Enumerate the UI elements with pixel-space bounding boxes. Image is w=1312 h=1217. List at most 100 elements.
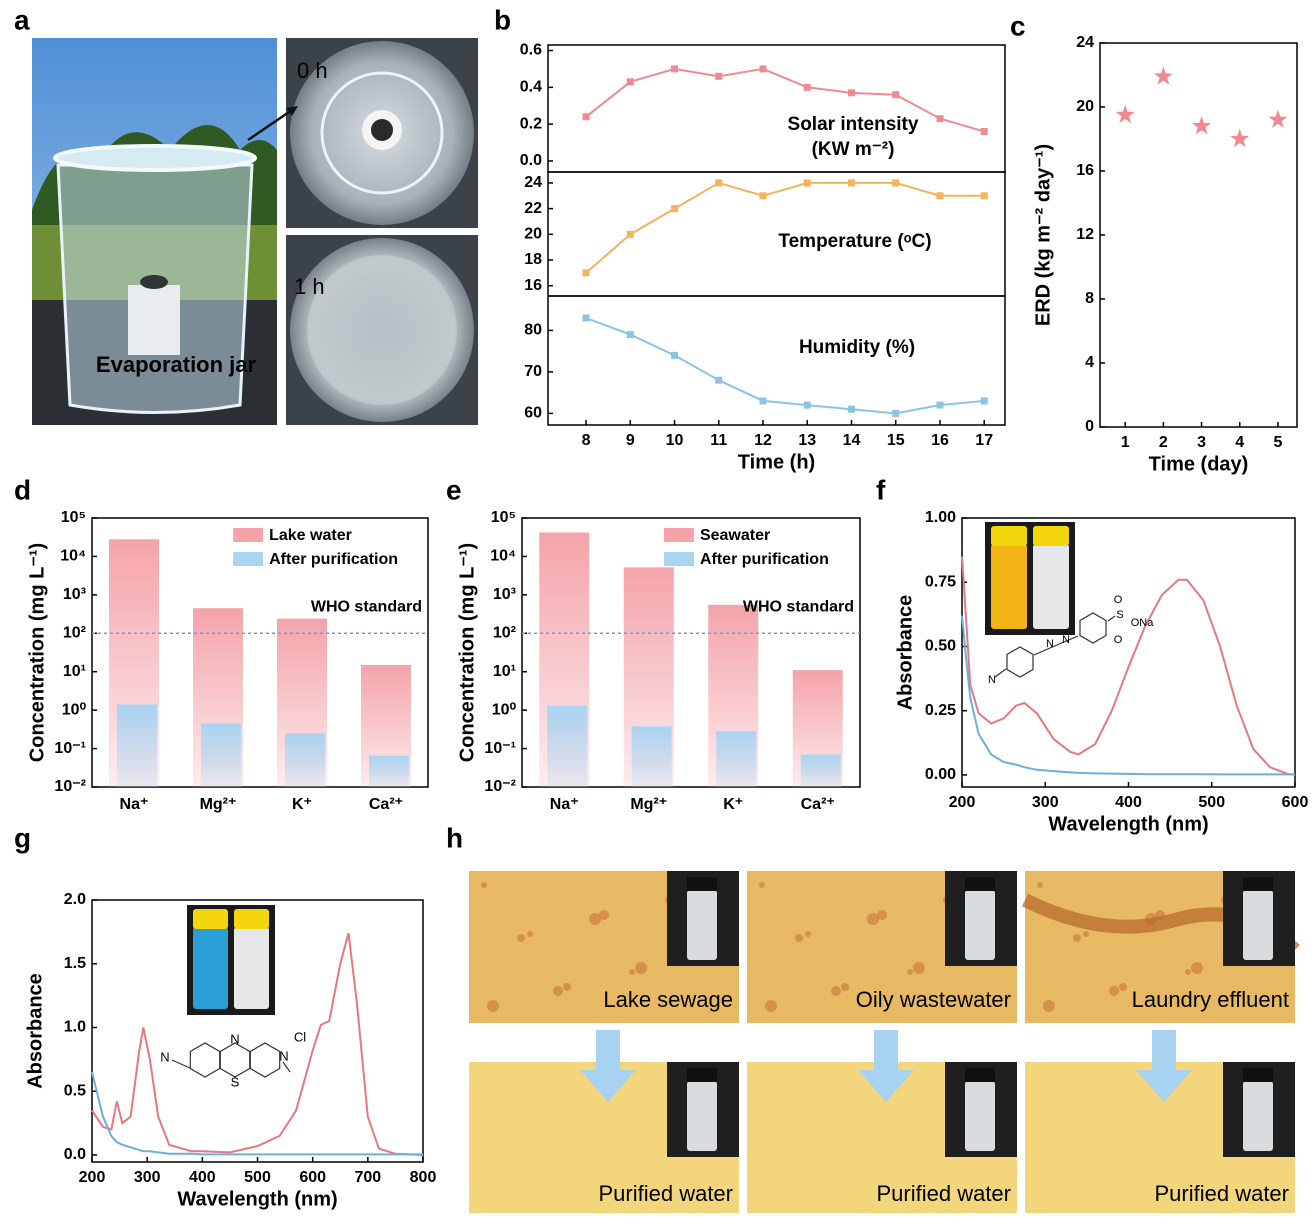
chart: 0.0 0.5 1.0 1.5 2.0 200 300 400 500 600 700 800 Wave… — [24, 891, 436, 1210]
inset-label: ONa — [1131, 617, 1155, 629]
inset-label: N — [279, 1048, 288, 1063]
plot-frame — [547, 295, 1006, 426]
panel-label: h — [446, 822, 463, 853]
y-tick-label: 8 — [1085, 290, 1094, 307]
y-tick-label: 10³ — [63, 586, 86, 603]
inset-label: S — [231, 1074, 240, 1089]
droplet — [1073, 934, 1081, 942]
droplet — [481, 882, 487, 888]
point — [1115, 105, 1135, 124]
droplet — [805, 931, 811, 937]
inset-label: N — [1046, 638, 1054, 650]
y-tick-label: 0.5 — [64, 1082, 86, 1099]
y-tick-label: 1.00 — [925, 509, 956, 526]
x-tick-label: 600 — [1282, 794, 1309, 811]
jar-photo — [32, 38, 277, 425]
x-tick-label: Mg²⁺ — [200, 796, 237, 813]
x-tick-label: 300 — [1032, 794, 1059, 811]
y-tick-label: 80 — [524, 322, 542, 339]
x-axis-label: Wavelength (nm) — [177, 1188, 337, 1210]
y-tick-label: 10⁴ — [60, 548, 86, 565]
bar — [117, 704, 157, 787]
sample-label: Oily wastewater — [856, 987, 1011, 1012]
ring — [1079, 612, 1107, 644]
chart: 10⁻² 10⁻¹ 10⁰ 10¹ 10² 10³ 10⁴ 10⁵ Concentration … — [26, 509, 429, 813]
arrow — [858, 1030, 914, 1102]
droplet — [1037, 882, 1043, 888]
x-tick-label: 800 — [410, 1169, 437, 1186]
y-tick-label: 1.5 — [64, 955, 86, 972]
point — [1153, 66, 1173, 85]
inset-label: N — [160, 1049, 169, 1064]
x-tick-label: 700 — [354, 1169, 381, 1186]
vial — [991, 544, 1027, 629]
y-tick-label: 20 — [1076, 98, 1094, 115]
x-tick-label: 500 — [244, 1169, 271, 1186]
x-tick-label: Ca²⁺ — [369, 796, 403, 813]
y-tick-label: 10⁰ — [62, 701, 87, 718]
y-tick-label: 10⁴ — [490, 548, 516, 565]
x-tick-label: 400 — [189, 1169, 216, 1186]
purified-label: Purified water — [598, 1181, 733, 1206]
droplet — [907, 969, 913, 975]
y-tick-label: 0.25 — [925, 702, 956, 719]
plot-frame — [1099, 42, 1298, 428]
x-tick-label: 10 — [666, 432, 684, 449]
x-tick-label: 2 — [1159, 434, 1168, 451]
droplet — [831, 986, 841, 996]
y-tick-label: 10¹ — [493, 663, 516, 680]
panel-label: g — [14, 822, 31, 853]
x-tick-label: 16 — [931, 432, 949, 449]
point — [715, 72, 723, 80]
y-tick-label: 10⁵ — [491, 509, 516, 526]
y-tick-label: 10² — [493, 625, 516, 642]
x-tick-label: 3 — [1197, 434, 1206, 451]
vial-cap — [193, 909, 228, 929]
x-tick-label: Ca²⁺ — [801, 796, 835, 813]
chart: 0.00 0.25 0.50 0.75 1.00 200 300 400 500 600 Wavel… — [894, 509, 1308, 835]
vial-cap — [991, 526, 1027, 546]
inset-label: O — [1114, 634, 1123, 646]
inset-label: O — [1114, 594, 1123, 606]
point — [626, 78, 634, 86]
chart: 60 70 80 8 9 10 11 12 13 14 15 16 17 Time (h) Humidity… — [524, 295, 1006, 473]
vial — [965, 1081, 995, 1151]
x-tick-label: 200 — [949, 794, 976, 811]
y-tick-label: 10⁵ — [61, 509, 86, 526]
droplet — [867, 913, 879, 925]
vial-cap — [1243, 1068, 1273, 1082]
y-tick-label: 0.0 — [64, 1146, 86, 1163]
droplet — [517, 934, 525, 942]
y-tick-label: 24 — [524, 174, 542, 191]
x-tick-label: 13 — [798, 432, 816, 449]
vial-cap — [965, 877, 995, 891]
inset-label: N — [230, 1031, 239, 1046]
point — [892, 179, 900, 187]
x-tick-label: 400 — [1115, 794, 1142, 811]
ring — [249, 1042, 281, 1078]
bar — [631, 726, 672, 787]
droplet — [635, 962, 647, 974]
purified-label: Purified water — [1154, 1181, 1289, 1206]
y-tick-label: 12 — [1076, 226, 1094, 243]
point — [582, 269, 590, 277]
point — [803, 401, 811, 409]
y-tick-label: 0.00 — [925, 766, 956, 783]
vial-cap — [687, 1068, 717, 1082]
photo-label: 1 h — [294, 274, 325, 299]
bar — [716, 731, 757, 787]
vial — [1033, 544, 1069, 629]
point — [715, 179, 723, 187]
bond — [994, 615, 1116, 678]
annotation: Temperature (ᵒC) — [778, 231, 931, 252]
x-axis-label: Time (day) — [1149, 453, 1249, 475]
reference-label: WHO standard — [311, 599, 422, 616]
point — [759, 65, 767, 73]
legend-label: After purification — [700, 551, 829, 568]
point — [626, 331, 634, 339]
droplet — [1191, 962, 1203, 974]
y-tick-label: 0.4 — [520, 79, 542, 96]
chart: 16 18 20 22 24 Temperature (ᵒC) — [524, 171, 1006, 297]
